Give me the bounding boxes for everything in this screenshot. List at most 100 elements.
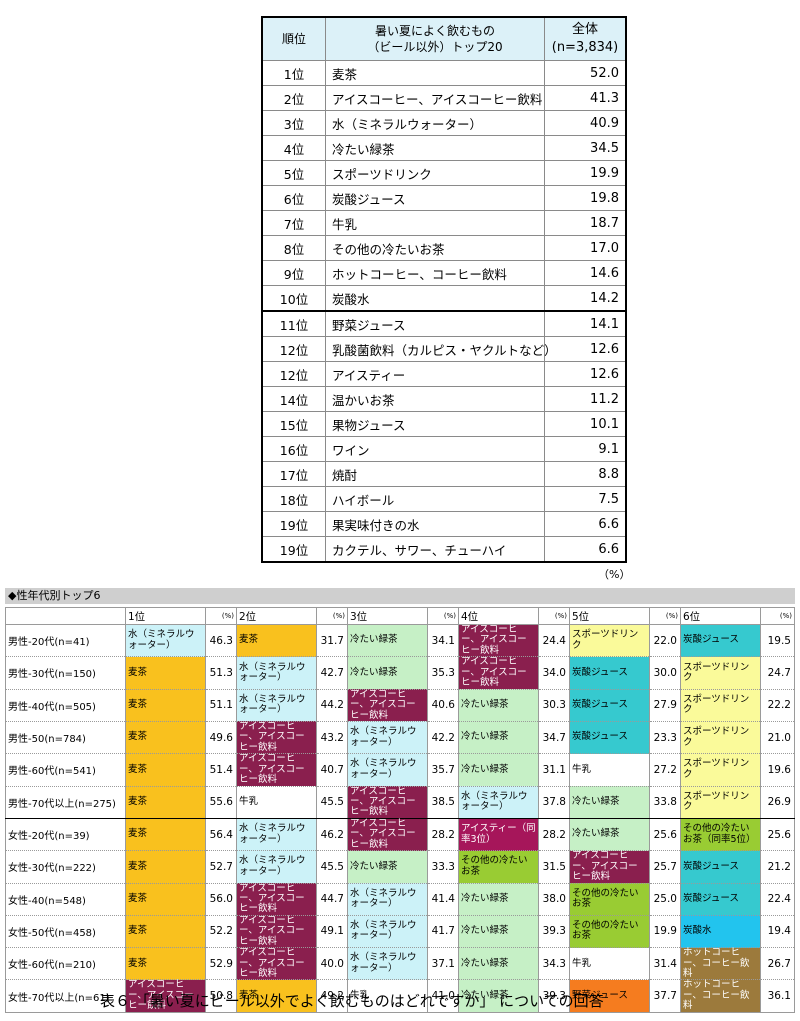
percent-value: 33.3 (427, 850, 459, 884)
rank-cell: 15位 (261, 411, 326, 437)
percent-value: 21.2 (760, 850, 795, 884)
ranking-row: 2位 アイスコーヒー、アイスコーヒー飲料 41.3 (261, 85, 627, 111)
ranking-row: 7位 牛乳 18.7 (261, 210, 627, 236)
percent-value: 37.1 (427, 947, 459, 981)
value-cell: 34.5 (544, 135, 627, 161)
rank-cell: 9位 (261, 260, 326, 286)
drink-cell: 麦茶 (125, 818, 206, 852)
ranking-row: 9位 ホットコーヒー、コーヒー飲料 14.6 (261, 260, 627, 286)
percent-value: 35.3 (427, 656, 459, 690)
demographic-row: 女性-50代(n=458) 麦茶 52.2 アイスコーヒー、アイスコーヒー飲料 49.1… (5, 915, 795, 949)
rank-position-header: 6位 (680, 607, 761, 625)
percent-value: 56.0 (205, 883, 237, 916)
value-cell: 12.6 (544, 336, 627, 362)
percent-value: 31.5 (538, 850, 570, 884)
percent-value: 41.4 (427, 883, 459, 916)
percent-value: 51.3 (205, 656, 237, 690)
percent-value: 22.0 (649, 624, 681, 658)
drink-cell: 麦茶 (125, 947, 206, 981)
rank-cell: 4位 (261, 135, 326, 161)
percent-value: 39.3 (538, 915, 570, 949)
drink-cell: 冷たい緑茶 (458, 721, 539, 755)
percent-value: 34.3 (538, 947, 570, 981)
percent-value: 37.7 (649, 979, 681, 1013)
percent-value: 56.4 (205, 818, 237, 852)
rank-cell: 12位 (261, 361, 326, 387)
rank-cell: 2位 (261, 85, 326, 111)
percent-value: 22.4 (760, 883, 795, 916)
percent-value: 28.2 (538, 818, 570, 852)
percent-value: 25.6 (649, 818, 681, 852)
percent-value: 55.6 (205, 786, 237, 819)
demographic-header-row: 1位 (%) 2位 (%) 3位 (%) 4位 (%) 5位 (%) 6位 (%) (5, 607, 795, 625)
drink-cell: アイスコーヒー、アイスコーヒー飲料 (458, 624, 539, 658)
percent-value: 52.9 (205, 947, 237, 981)
rank-cell: 10位 (261, 285, 326, 312)
percent-value: 43.2 (316, 721, 348, 755)
value-cell: 41.3 (544, 85, 627, 111)
item-name-cell: 果実味付きの水 (325, 511, 545, 537)
percent-value: 44.7 (316, 883, 348, 916)
ranking-row: 18位 ハイボール 7.5 (261, 486, 627, 512)
drink-cell: 水（ミネラルウォーター） (236, 656, 317, 690)
item-name-cell: 乳酸菌飲料（カルピス・ヤクルトなど） (325, 336, 557, 362)
item-column-header: 暑い夏によく飲むもの （ビール以外）トップ20 (325, 16, 545, 61)
percent-value: 42.7 (316, 656, 348, 690)
percent-value: 38.0 (538, 883, 570, 916)
drink-cell: 水（ミネラルウォーター） (347, 753, 428, 787)
ranking-row: 11位 野菜ジュース 14.1 (261, 310, 627, 337)
value-cell: 12.6 (544, 361, 627, 387)
drink-cell: 牛乳 (236, 786, 317, 819)
drink-cell: その他の冷たいお茶 (458, 850, 539, 884)
drink-cell: アイスコーヒー、アイスコーヒー飲料 (347, 689, 428, 722)
rank-column-header: 順位 (261, 16, 326, 61)
segment-label: 女性-20代(n=39) (5, 818, 126, 852)
drink-cell: 水（ミネラルウォーター） (236, 689, 317, 722)
drink-cell: アイスコーヒー、アイスコーヒー飲料 (236, 753, 317, 787)
drink-cell: 冷たい緑茶 (458, 979, 539, 1013)
ranking-row: 3位 水（ミネラルウォーター） 40.9 (261, 110, 627, 136)
ranking-row: 5位 スポーツドリンク 19.9 (261, 160, 627, 186)
drink-cell: スポーツドリンク (680, 753, 761, 787)
percent-header: (%) (427, 607, 459, 625)
ranking-row: 14位 温かいお茶 11.2 (261, 386, 627, 412)
drink-cell: 牛乳 (347, 979, 428, 1013)
rank-cell: 14位 (261, 386, 326, 412)
drink-cell: 牛乳 (569, 753, 650, 787)
drink-cell: アイスコーヒー、アイスコーヒー飲料 (125, 980, 206, 1013)
ranking-header-row: 順位 暑い夏によく飲むもの （ビール以外）トップ20 全体 (n=3,834) (261, 16, 627, 61)
rank-cell: 5位 (261, 160, 326, 186)
rank-cell: 17位 (261, 461, 326, 487)
value-cell: 10.1 (544, 411, 627, 437)
drink-cell: 冷たい緑茶 (569, 818, 650, 852)
drink-cell: スポーツドリンク (680, 786, 761, 819)
demographic-row: 男性-40代(n=505) 麦茶 51.1 水（ミネラルウォーター） 44.2 アイスコー… (5, 689, 795, 722)
ranking-row: 4位 冷たい緑茶 34.5 (261, 135, 627, 161)
ranking-row: 12位 アイスティー 12.6 (261, 361, 627, 387)
percent-value: 30.3 (538, 689, 570, 722)
drink-cell: 麦茶 (125, 883, 206, 916)
percent-value: 46.3 (205, 624, 237, 658)
percent-value: 25.0 (649, 883, 681, 916)
drink-cell: 炭酸ジュース (569, 721, 650, 755)
segment-label: 女性-40(n=548) (5, 883, 126, 916)
segment-label: 男性-60代(n=541) (5, 753, 126, 787)
percent-header: (%) (316, 607, 348, 625)
value-cell: 6.6 (544, 536, 627, 563)
percent-value: 34.7 (538, 721, 570, 755)
percent-value: 40.0 (316, 947, 348, 981)
rank-cell: 1位 (261, 60, 326, 86)
rank-cell: 19位 (261, 536, 326, 563)
percent-header: (%) (538, 607, 570, 625)
value-cell: 9.1 (544, 436, 627, 462)
drink-cell: その他の冷たいお茶（同率5位） (680, 818, 761, 852)
drink-cell: 冷たい緑茶 (347, 624, 428, 658)
drink-cell: 冷たい緑茶 (569, 786, 650, 819)
drink-cell: 水（ミネラルウォーター） (347, 721, 428, 755)
rank-cell: 6位 (261, 185, 326, 211)
drink-cell: 麦茶 (236, 979, 317, 1013)
value-cell: 7.5 (544, 486, 627, 512)
demographic-row: 女性-70代以上(n=61) アイスコーヒー、アイスコーヒー飲料 50.8 麦茶 49.… (5, 979, 795, 1013)
percent-value: 52.2 (205, 915, 237, 949)
drink-cell: 炭酸ジュース (680, 883, 761, 916)
